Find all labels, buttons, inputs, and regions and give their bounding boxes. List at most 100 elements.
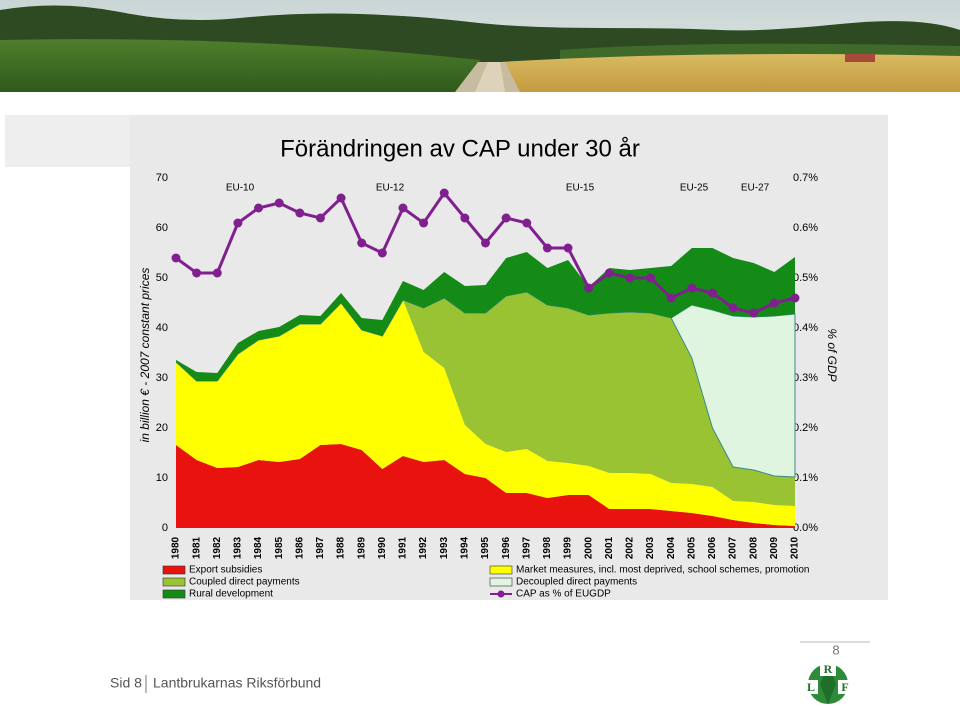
y2-axis-title: % of GDP bbox=[825, 328, 839, 381]
point bbox=[522, 218, 532, 228]
legend-swatch bbox=[162, 577, 186, 587]
point bbox=[398, 203, 408, 213]
x-tick-label: 1999 bbox=[563, 536, 574, 559]
photo-banner bbox=[0, 0, 960, 92]
x-tick-label: 1993 bbox=[439, 536, 450, 559]
y-tick-label: 0 bbox=[162, 522, 168, 534]
point bbox=[604, 268, 614, 278]
legend-label: Coupled direct payments bbox=[189, 577, 300, 588]
point bbox=[728, 303, 738, 313]
y-tick-label: 10 bbox=[156, 472, 168, 484]
legend-swatch bbox=[489, 577, 513, 587]
legend-label: Rural development bbox=[189, 589, 273, 600]
point bbox=[666, 293, 676, 303]
point bbox=[501, 213, 511, 223]
x-tick-label: 2005 bbox=[686, 536, 697, 559]
legend-swatch bbox=[497, 590, 505, 598]
y-tick-label: 30 bbox=[156, 372, 168, 384]
point bbox=[563, 243, 573, 253]
legend-label: Export subsidies bbox=[189, 565, 262, 576]
point bbox=[769, 298, 779, 308]
logo-letter: L bbox=[807, 680, 815, 694]
y-axis-title: in billion € - 2007 constant prices bbox=[138, 268, 152, 443]
annotation: EU-10 bbox=[226, 183, 255, 194]
chart-title: Förändringen av CAP under 30 år bbox=[280, 135, 640, 162]
footer-organization: Lantbrukarnas Riksförbund bbox=[153, 675, 321, 691]
y2-tick-label: 0.5% bbox=[793, 272, 818, 284]
x-tick-label: 2004 bbox=[666, 536, 677, 559]
legend-label: CAP as % of EUGDP bbox=[516, 589, 611, 600]
y2-tick-label: 0.2% bbox=[793, 422, 818, 434]
x-tick-label: 1988 bbox=[336, 536, 347, 559]
y2-tick-label: 0.4% bbox=[793, 322, 818, 334]
y-tick-label: 50 bbox=[156, 272, 168, 284]
x-tick-label: 2003 bbox=[645, 536, 656, 559]
point bbox=[336, 193, 346, 203]
point bbox=[625, 273, 635, 283]
x-tick-label: 2007 bbox=[728, 536, 739, 559]
point bbox=[439, 188, 449, 198]
x-tick-label: 1996 bbox=[501, 536, 512, 559]
x-tick-label: 1994 bbox=[460, 536, 471, 559]
x-tick-label: 1990 bbox=[377, 536, 388, 559]
x-tick-label: 2006 bbox=[707, 536, 718, 559]
x-tick-label: 1982 bbox=[212, 536, 223, 559]
x-tick-label: 2002 bbox=[625, 536, 636, 559]
x-tick-label: 1995 bbox=[480, 536, 491, 559]
x-tick-label: 1997 bbox=[521, 536, 532, 559]
x-tick-label: 1984 bbox=[253, 536, 264, 559]
x-tick-label: 2001 bbox=[604, 536, 615, 559]
point bbox=[790, 293, 800, 303]
area bbox=[176, 444, 795, 528]
x-tick-label: 1992 bbox=[418, 536, 429, 559]
x-tick-label: 2000 bbox=[583, 536, 594, 559]
x-tick-label: 1985 bbox=[274, 536, 285, 559]
x-tick-label: 2010 bbox=[790, 536, 801, 559]
point bbox=[171, 253, 181, 263]
y-tick-label: 20 bbox=[156, 422, 168, 434]
legend: Export subsidies Market measures, incl. m… bbox=[162, 565, 809, 600]
point bbox=[212, 268, 222, 278]
x-tick-label: 1986 bbox=[294, 536, 305, 559]
y2-tick-label: 0.0% bbox=[793, 522, 818, 534]
area bbox=[176, 248, 795, 381]
point bbox=[687, 283, 697, 293]
point bbox=[357, 238, 367, 248]
legend-label: Decoupled direct payments bbox=[516, 577, 637, 588]
y2-tick-label: 0.1% bbox=[793, 472, 818, 484]
x-tick-label: 1981 bbox=[191, 536, 202, 559]
annotation: EU-12 bbox=[376, 183, 405, 194]
x-tick-label: 2009 bbox=[769, 536, 780, 559]
legend-swatch bbox=[162, 589, 186, 599]
point bbox=[254, 203, 264, 213]
logo: R L F bbox=[804, 662, 852, 704]
legend-label: Market measures, incl. most deprived, sc… bbox=[516, 565, 809, 576]
point bbox=[419, 218, 429, 228]
point bbox=[295, 208, 305, 218]
x-tick-label: 2008 bbox=[748, 536, 759, 559]
annotation: EU-25 bbox=[680, 183, 709, 194]
x-tick-label: 1983 bbox=[233, 536, 244, 559]
logo-letter: R bbox=[824, 662, 833, 676]
y2-tick-label: 0.3% bbox=[793, 372, 818, 384]
y-tick-label: 60 bbox=[156, 222, 168, 234]
footer-page: Sid 8 bbox=[110, 675, 142, 691]
point bbox=[646, 273, 656, 283]
annotation: EU-27 bbox=[741, 183, 770, 194]
x-tick-label: 1980 bbox=[171, 536, 182, 559]
plot: 0 10 20 30 40 50 60 70 0.0% 0.1% 0.2% 0.3% 0.4% 0.5% 0… bbox=[156, 172, 819, 559]
legend-swatch bbox=[162, 565, 186, 575]
x-tick-label: 1998 bbox=[542, 536, 553, 559]
x-tick-label: 1989 bbox=[356, 536, 367, 559]
x-tick-label: 1987 bbox=[315, 536, 326, 559]
legend-swatch bbox=[489, 565, 513, 575]
annotation: EU-15 bbox=[566, 183, 595, 194]
point bbox=[315, 213, 325, 223]
y-tick-label: 70 bbox=[156, 172, 168, 184]
slide-number: 8 bbox=[832, 642, 839, 657]
point bbox=[233, 218, 243, 228]
area bbox=[176, 300, 795, 526]
point bbox=[377, 248, 387, 258]
